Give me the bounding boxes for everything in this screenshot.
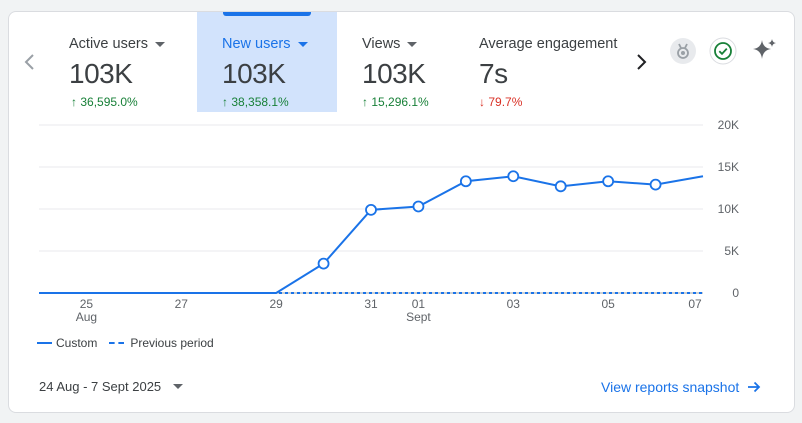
x-tick-label: 27 <box>175 297 189 311</box>
metric-value: 103K <box>69 58 133 89</box>
x-tick-label: 07 <box>688 297 702 311</box>
snapshot-link-label: View reports snapshot <box>601 379 740 395</box>
metric-value: 103K <box>222 58 286 89</box>
chevron-left-icon[interactable] <box>20 52 40 72</box>
data-point[interactable] <box>507 170 520 183</box>
arrow-right-icon <box>748 381 761 393</box>
metric-label: New users <box>222 36 291 52</box>
y-tick-label: 5K <box>724 244 739 258</box>
series-line-custom <box>39 175 704 294</box>
x-tick-label: 31 <box>364 297 378 311</box>
caret-down-icon <box>407 41 418 47</box>
summary-card: Active users 103K ↑ 36,595.0% New users … <box>8 11 795 413</box>
x-tick-label: 03 <box>507 297 521 311</box>
legend-label-custom: Custom <box>56 336 98 350</box>
x-tick-label: 01 <box>412 297 426 311</box>
metric-value: 7s <box>479 58 508 89</box>
chart-legend: Custom Previous period <box>37 336 214 350</box>
y-tick-label: 0 <box>732 286 739 300</box>
x-month-label: Aug <box>76 310 97 324</box>
arrow-down-icon: ↓ <box>479 95 485 109</box>
metric-tab-active-users[interactable]: Active users 103K ↑ 36,595.0% <box>49 12 197 112</box>
line-chart: 20K 15K 10K 5K 0 25 27 29 31 01 03 05 07 Aug Sept <box>39 118 739 324</box>
data-point[interactable] <box>365 203 377 216</box>
metric-change: 38,358.1% <box>231 95 289 109</box>
data-point[interactable] <box>649 178 662 191</box>
metric-change: 79.7% <box>488 95 523 109</box>
chevron-right-icon[interactable] <box>631 52 651 72</box>
x-month-label: Sept <box>406 310 431 324</box>
arrow-up-icon: ↑ <box>71 95 77 109</box>
check-circle-icon[interactable] <box>709 37 737 65</box>
x-tick-label: 05 <box>601 297 615 311</box>
metric-tab-new-users[interactable]: New users 103K ↑ 38,358.1% <box>197 12 337 112</box>
medal-icon[interactable] <box>669 37 697 65</box>
metric-change: 15,296.1% <box>371 95 429 109</box>
data-point[interactable] <box>554 180 567 193</box>
arrow-up-icon: ↑ <box>222 95 228 109</box>
caret-down-icon <box>297 41 308 47</box>
y-tick-label: 15K <box>718 160 739 174</box>
y-tick-label: 10K <box>718 202 739 216</box>
metric-tab-views[interactable]: Views 103K ↑ 15,296.1% <box>337 12 455 112</box>
metric-change: 36,595.0% <box>80 95 138 109</box>
view-reports-snapshot-link[interactable]: View reports snapshot <box>601 379 761 395</box>
y-tick-label: 20K <box>718 118 739 132</box>
selected-indicator <box>223 12 311 16</box>
metric-label: Active users <box>69 36 148 52</box>
x-tick-label: 25 <box>80 297 94 311</box>
data-point[interactable] <box>459 175 472 188</box>
metric-value: 103K <box>362 58 426 89</box>
sparkle-icon[interactable] <box>751 36 779 64</box>
caret-down-icon <box>154 41 165 47</box>
metric-label: Views <box>362 36 401 52</box>
legend-swatch-previous <box>109 342 125 344</box>
date-range-selector[interactable]: 24 Aug - 7 Sept 2025 <box>39 379 184 394</box>
caret-down-icon <box>173 384 184 389</box>
metric-tab-average-engagement[interactable]: Average engagement 7s ↓ 79.7% <box>455 12 625 112</box>
data-point[interactable] <box>602 175 615 188</box>
x-tick-label: 29 <box>269 297 283 311</box>
data-point[interactable] <box>412 200 425 213</box>
legend-label-previous: Previous period <box>130 336 214 350</box>
legend-swatch-custom <box>37 342 52 344</box>
data-point[interactable] <box>317 257 330 270</box>
metric-label: Average engagement <box>479 36 618 52</box>
date-range-label: 24 Aug - 7 Sept 2025 <box>39 379 162 394</box>
arrow-up-icon: ↑ <box>362 95 368 109</box>
